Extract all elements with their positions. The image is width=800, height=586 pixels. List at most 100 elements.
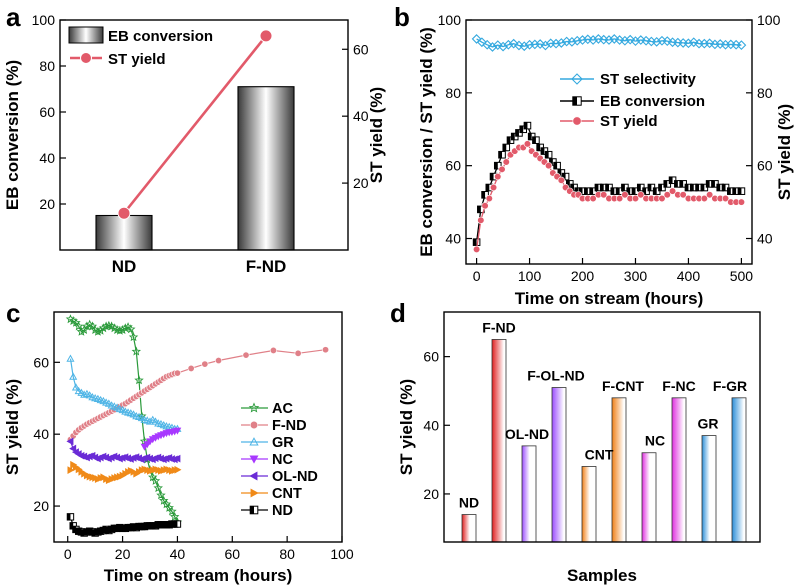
point-st-yield	[679, 191, 687, 199]
point-st-selectivity	[688, 37, 699, 48]
point-ac	[120, 323, 131, 333]
point-st-selectivity	[736, 40, 747, 51]
point-st-yield	[502, 158, 510, 166]
point-gr	[69, 372, 78, 380]
panel-d-frame	[443, 311, 761, 543]
point-st-yield-ND	[117, 206, 131, 220]
panel-a-y2-ticklabel: 20	[353, 175, 369, 191]
point-st-yield	[481, 202, 489, 210]
point-st-selectivity	[625, 34, 636, 45]
point-st-yield	[557, 176, 565, 184]
legend-label-f-nd: F-ND	[272, 418, 307, 434]
panel-c-ylabel: ST yield (%)	[3, 379, 22, 475]
point-ac	[73, 321, 84, 331]
legend-marker-st-selectivity	[571, 73, 583, 85]
panel-a-y-ticklabel: 100	[32, 12, 56, 28]
panel-c-x-ticklabel: 80	[279, 546, 295, 562]
panel-b-y-ticklabel: 40	[445, 231, 461, 247]
bar-GR	[701, 435, 717, 543]
point-st-yield	[700, 194, 708, 203]
panel-b-x-ticklabel: 400	[677, 268, 701, 284]
point-f-nd	[269, 346, 277, 354]
xlabel-ND: ND	[112, 257, 137, 276]
point-st-selectivity	[503, 39, 514, 50]
point-f-nd	[322, 346, 330, 354]
point-st-yield	[621, 191, 629, 199]
point-cnt	[67, 466, 75, 475]
point-ac	[167, 506, 177, 516]
legend-label-nc: NC	[272, 452, 293, 468]
point-ol-nd	[66, 437, 74, 446]
panel-c-y-ticklabel: 60	[33, 354, 49, 370]
legend-label-st-yield: ST yield	[600, 113, 658, 130]
panel-d-y-ticklabel: 40	[423, 417, 439, 433]
point-st-yield	[706, 191, 714, 199]
panel-d-y-ticklabel: 20	[423, 486, 439, 502]
point-st-yield	[600, 191, 608, 199]
point-st-selectivity	[609, 34, 620, 44]
point-ac	[126, 324, 136, 334]
bar-F-CNT	[611, 397, 627, 543]
legend-marker-ac	[248, 402, 260, 413]
point-gr	[71, 383, 80, 391]
legend-label-gr: GR	[272, 435, 294, 451]
point-nd	[173, 520, 182, 528]
legend-marker-cnt	[250, 488, 259, 498]
legend-label-cnt: CNT	[272, 486, 302, 502]
point-st-selectivity	[567, 36, 577, 47]
point-eb-conversion	[553, 161, 561, 170]
bar-label-ND: ND	[459, 495, 479, 511]
legend-swatch-eb-conversion	[68, 26, 104, 44]
bar-label-F-OL-ND: F-OL-ND	[527, 368, 585, 384]
bar-CNT	[581, 466, 597, 543]
panel-b-frame	[465, 19, 753, 265]
legend-label-eb-conversion: EB conversion	[600, 93, 705, 110]
point-ac	[115, 325, 125, 335]
panel-c-x-ticklabel: 20	[115, 546, 131, 562]
panel-b-xlabel: Time on stream (hours)	[515, 289, 704, 308]
point-f-nd	[215, 357, 223, 365]
panel-label-d: d	[390, 298, 406, 328]
point-st-selectivity	[577, 35, 588, 45]
panel-b-y2-ticklabel: 60	[757, 158, 773, 174]
point-st-selectivity	[630, 36, 641, 47]
panel-c-x-ticklabel: 60	[224, 546, 240, 562]
legend-marker-gr	[249, 437, 259, 446]
bar-F-NC	[671, 397, 687, 543]
point-st-yield	[477, 216, 485, 224]
line-gr	[69, 358, 178, 430]
point-st-selectivity	[551, 38, 561, 49]
point-f-nd	[201, 360, 209, 368]
point-st-yield	[637, 191, 645, 199]
panel-a-y-ticklabel: 80	[39, 58, 55, 74]
panel-c-y-ticklabel: 40	[33, 426, 49, 442]
point-st-yield	[545, 162, 553, 170]
bar-eb-conversion-ND	[95, 214, 153, 251]
line-st-yield	[122, 35, 268, 215]
panel-c-x-ticklabel: 40	[170, 546, 186, 562]
point-eb-conversion	[481, 191, 489, 199]
point-ac	[128, 332, 139, 342]
point-st-selectivity	[704, 38, 715, 49]
point-st-selectivity	[588, 35, 598, 45]
panel-a-y-ticklabel: 20	[39, 196, 55, 212]
point-st-selectivity	[683, 38, 694, 49]
point-eb-conversion	[561, 172, 570, 181]
point-st-yield	[737, 198, 746, 206]
xlabel-F-ND: F-ND	[246, 257, 287, 276]
point-ac	[93, 326, 103, 336]
point-st-selectivity	[471, 34, 482, 44]
point-st-selectivity	[487, 42, 498, 52]
legend-marker-f-nd	[249, 420, 259, 430]
panel-b-x-ticklabel: 500	[730, 268, 754, 284]
panel-b-x-ticklabel: 0	[473, 268, 481, 284]
panel-b-y-ticklabel: 100	[438, 12, 462, 28]
point-eb-conversion	[498, 150, 506, 159]
point-eb-conversion	[472, 238, 481, 246]
panel-label-c: c	[6, 298, 20, 328]
point-ac	[169, 511, 180, 521]
point-nc	[173, 427, 182, 435]
panel-a-y-ticklabel: 40	[39, 150, 55, 166]
bar-label-GR: GR	[698, 416, 719, 432]
